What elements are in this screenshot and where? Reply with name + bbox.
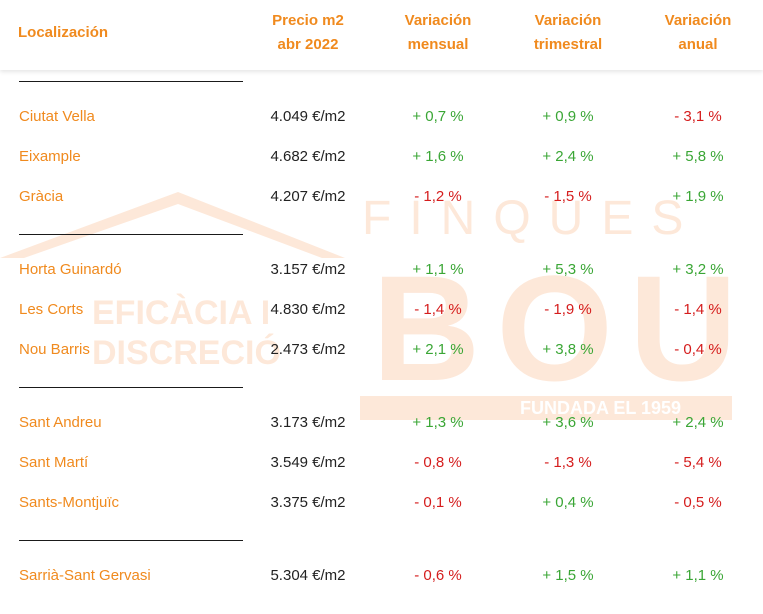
variacion-mensual: - 1,2 %	[414, 188, 462, 205]
variacion-anual: - 0,5 %	[674, 494, 722, 511]
table-row: Gràcia 4.207 €/m2 - 1,2 % - 1,5 % + 1,9 %	[0, 185, 763, 209]
variacion-trimestral: + 5,3 %	[542, 261, 594, 278]
variacion-mensual: - 0,8 %	[414, 454, 462, 471]
group-divider	[19, 540, 243, 541]
table-row: Ciutat Vella 4.049 €/m2 + 0,7 % + 0,9 % - 3,…	[0, 105, 763, 129]
table-row: Sant Martí 3.549 €/m2 - 0,8 % - 1,3 % - 5,4 …	[0, 451, 763, 475]
group-divider	[19, 234, 243, 235]
variacion-anual: - 0,4 %	[674, 341, 722, 358]
price-m2: 4.049 €/m2	[270, 108, 346, 125]
header-variacion-anual: Variación anual	[664, 12, 732, 53]
variacion-anual: + 1,9 %	[672, 188, 724, 205]
variacion-mensual: - 0,6 %	[414, 567, 462, 584]
district-name: Gràcia	[19, 188, 64, 205]
variacion-trimestral: - 1,5 %	[544, 188, 592, 205]
variacion-anual: + 3,2 %	[672, 261, 724, 278]
header-precio: Precio m2 abr 2022	[272, 12, 344, 53]
district-name: Sant Martí	[19, 454, 89, 471]
group-divider	[19, 81, 243, 82]
variacion-trimestral: + 0,4 %	[542, 494, 594, 511]
district-name: Les Corts	[19, 301, 84, 318]
district-name: Sants-Montjuïc	[19, 494, 120, 511]
variacion-anual: + 1,1 %	[672, 567, 724, 584]
variacion-mensual: - 1,4 %	[414, 301, 462, 318]
variacion-trimestral: + 3,6 %	[542, 414, 594, 431]
variacion-trimestral: + 3,8 %	[542, 341, 594, 358]
table-row: Horta Guinardó 3.157 €/m2 + 1,1 % + 5,3 % + …	[0, 258, 763, 282]
variacion-anual: - 1,4 %	[674, 301, 722, 318]
price-m2: 4.682 €/m2	[270, 148, 346, 165]
price-m2: 4.830 €/m2	[270, 301, 346, 318]
variacion-trimestral: - 1,9 %	[544, 301, 592, 318]
variacion-mensual: + 1,6 %	[412, 148, 464, 165]
variacion-trimestral: + 1,5 %	[542, 567, 594, 584]
district-name: Horta Guinardó	[19, 261, 122, 278]
variacion-anual: + 5,8 %	[672, 148, 724, 165]
variacion-anual: - 3,1 %	[674, 108, 722, 125]
price-m2: 3.375 €/m2	[270, 494, 346, 511]
table-row: Eixample 4.682 €/m2 + 1,6 % + 2,4 % + 5,8 %	[0, 145, 763, 169]
price-m2: 3.157 €/m2	[270, 261, 346, 278]
variacion-mensual: + 0,7 %	[412, 108, 464, 125]
variacion-mensual: + 2,1 %	[412, 341, 464, 358]
table-row: Sarrià-Sant Gervasi 5.304 €/m2 - 0,6 % + 1,…	[0, 564, 763, 588]
district-name: Ciutat Vella	[19, 108, 95, 125]
group-divider	[19, 387, 243, 388]
district-name: Eixample	[19, 148, 81, 165]
variacion-mensual: - 0,1 %	[414, 494, 462, 511]
table-row: Nou Barris 2.473 €/m2 + 2,1 % + 3,8 % - 0,4 …	[0, 338, 763, 362]
header-variacion-trimestral: Variación trimestral	[533, 12, 603, 53]
table-row: Les Corts 4.830 €/m2 - 1,4 % - 1,9 % - 1,4 %	[0, 298, 763, 322]
table-row: Sant Andreu 3.173 €/m2 + 1,3 % + 3,6 % + 2,4…	[0, 411, 763, 435]
district-name: Sant Andreu	[19, 414, 102, 431]
variacion-trimestral: - 1,3 %	[544, 454, 592, 471]
district-name: Sarrià-Sant Gervasi	[19, 567, 151, 584]
district-name: Nou Barris	[19, 341, 90, 358]
price-m2: 3.173 €/m2	[270, 414, 346, 431]
header-variacion-mensual: Variación mensual	[404, 12, 472, 53]
variacion-anual: + 2,4 %	[672, 414, 724, 431]
price-m2: 3.549 €/m2	[270, 454, 346, 471]
variacion-mensual: + 1,3 %	[412, 414, 464, 431]
header-localizacion: Localización	[18, 24, 109, 41]
variacion-anual: - 5,4 %	[674, 454, 722, 471]
price-m2: 5.304 €/m2	[270, 567, 346, 584]
table-row: Sants-Montjuïc 3.375 €/m2 - 0,1 % + 0,4 % - …	[0, 491, 763, 515]
variacion-mensual: + 1,1 %	[412, 261, 464, 278]
table-header: Localización Precio m2 abr 2022 Variació…	[0, 0, 763, 70]
price-m2: 2.473 €/m2	[270, 341, 346, 358]
variacion-trimestral: + 0,9 %	[542, 108, 594, 125]
variacion-trimestral: + 2,4 %	[542, 148, 594, 165]
price-m2: 4.207 €/m2	[270, 188, 346, 205]
